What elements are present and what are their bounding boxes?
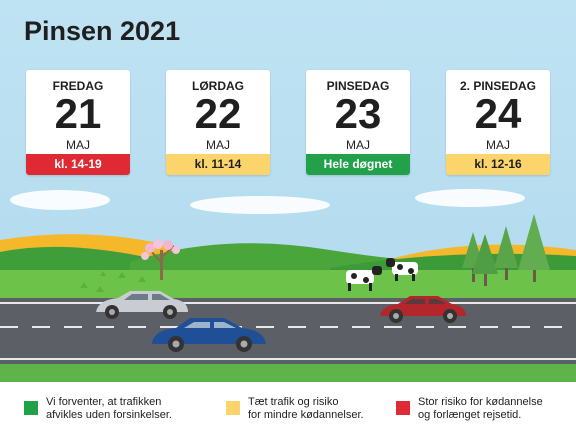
time-badge: Hele døgnet	[306, 154, 410, 175]
day-card-fredag: FREDAG 21 MAJ kl. 14-19	[26, 70, 130, 175]
day-name: FREDAG	[52, 79, 104, 93]
day-date: 22	[194, 90, 242, 137]
legend-swatch	[24, 401, 38, 415]
meadow	[0, 270, 576, 302]
day-date: 23	[334, 90, 382, 137]
day-date: 24	[474, 90, 522, 137]
cows	[346, 258, 418, 291]
day-month: MAJ	[66, 138, 90, 152]
time-badge: kl. 11-14	[166, 154, 270, 175]
legend: Vi forventer, at trafikken afvikles uden…	[0, 382, 576, 432]
day-card-lordag: LØRDAG 22 MAJ kl. 11-14	[166, 70, 270, 175]
lane-markings	[0, 326, 562, 328]
legend-text: Tæt trafik og risiko for mindre kødannel…	[248, 396, 364, 421]
road	[0, 298, 576, 364]
clouds	[10, 189, 525, 214]
day-name: LØRDAG	[192, 79, 244, 93]
day-card-pinsedag: PINSEDAG 23 MAJ Hele døgnet	[306, 70, 410, 175]
day-month: MAJ	[486, 138, 510, 152]
legend-text: Stor risiko for kødannelse og forlænget …	[418, 396, 543, 421]
page-title: Pinsen 2021	[24, 16, 181, 46]
day-date: 21	[54, 90, 102, 137]
day-name: 2. PINSEDAG	[459, 79, 537, 93]
day-month: MAJ	[206, 138, 230, 152]
time-badge: kl. 12-16	[446, 154, 550, 175]
day-card-2-pinsedag: 2. PINSEDAG 24 MAJ kl. 12-16	[446, 70, 550, 175]
legend-swatch	[226, 401, 240, 415]
day-month: MAJ	[346, 138, 370, 152]
time-badge: kl. 14-19	[26, 154, 130, 175]
car-blue	[152, 318, 266, 352]
trees-right	[462, 214, 550, 286]
car-red	[380, 296, 466, 323]
car-silver	[96, 291, 188, 319]
legend-swatch	[396, 401, 410, 415]
small-plants	[80, 271, 146, 292]
day-name: PINSEDAG	[326, 79, 390, 93]
legend-text: Vi forventer, at trafikken afvikles uden…	[46, 396, 172, 421]
blossom-tree	[141, 239, 180, 280]
